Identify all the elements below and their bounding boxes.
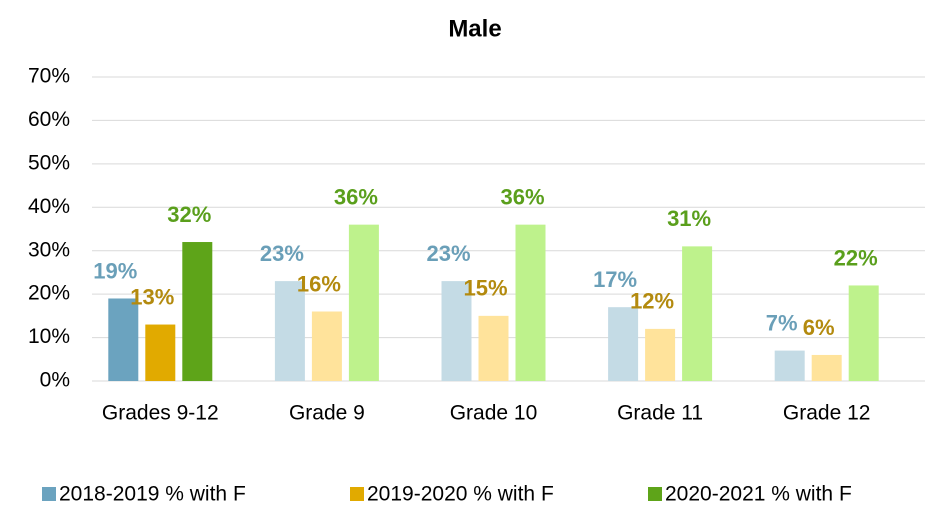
value-label: 23% — [260, 241, 304, 266]
value-label: 36% — [500, 184, 544, 209]
y-tick-label: 10% — [28, 325, 70, 348]
y-tick-label: 20% — [28, 282, 70, 305]
bar — [348, 224, 379, 381]
value-label: 36% — [334, 184, 378, 209]
bar — [515, 224, 546, 381]
value-label: 19% — [93, 258, 137, 283]
legend-swatch — [42, 487, 56, 501]
value-label: 12% — [630, 289, 674, 314]
y-tick-label: 70% — [28, 65, 70, 88]
legend-label: 2019-2020 % with F — [367, 483, 554, 506]
x-tick-label: Grade 10 — [450, 402, 538, 425]
x-tick-label: Grades 9-12 — [102, 402, 219, 425]
y-tick-label: 50% — [28, 151, 70, 174]
bar — [441, 281, 472, 381]
bar — [478, 315, 509, 381]
value-label: 31% — [667, 206, 711, 231]
bar — [108, 298, 139, 381]
value-label: 23% — [426, 241, 470, 266]
bar — [182, 242, 213, 381]
chart-title: Male — [448, 15, 501, 42]
value-label: 16% — [297, 271, 341, 296]
bar — [311, 311, 342, 381]
value-label: 15% — [463, 276, 507, 301]
bar — [608, 307, 639, 381]
bar — [682, 246, 713, 381]
bar — [274, 281, 305, 381]
bar — [145, 324, 176, 381]
legend-label: 2020-2021 % with F — [665, 483, 852, 506]
value-label: 32% — [167, 202, 211, 227]
y-tick-label: 30% — [28, 238, 70, 261]
y-tick-label: 60% — [28, 108, 70, 131]
y-tick-label: 40% — [28, 195, 70, 218]
value-label: 7% — [766, 310, 798, 335]
bar — [811, 354, 842, 381]
legend-swatch — [350, 487, 364, 501]
legend-swatch — [648, 487, 662, 501]
x-tick-label: Grade 12 — [783, 402, 871, 425]
x-tick-label: Grade 9 — [289, 402, 365, 425]
y-tick-label: 0% — [40, 369, 70, 392]
bar — [848, 285, 879, 381]
value-label: 13% — [130, 284, 174, 309]
legend-label: 2018-2019 % with F — [59, 483, 246, 506]
bar — [645, 328, 676, 381]
bar — [774, 350, 805, 381]
x-tick-label: Grade 11 — [617, 402, 703, 425]
value-label: 17% — [593, 267, 637, 292]
value-label: 6% — [803, 315, 835, 340]
value-label: 22% — [834, 245, 878, 270]
